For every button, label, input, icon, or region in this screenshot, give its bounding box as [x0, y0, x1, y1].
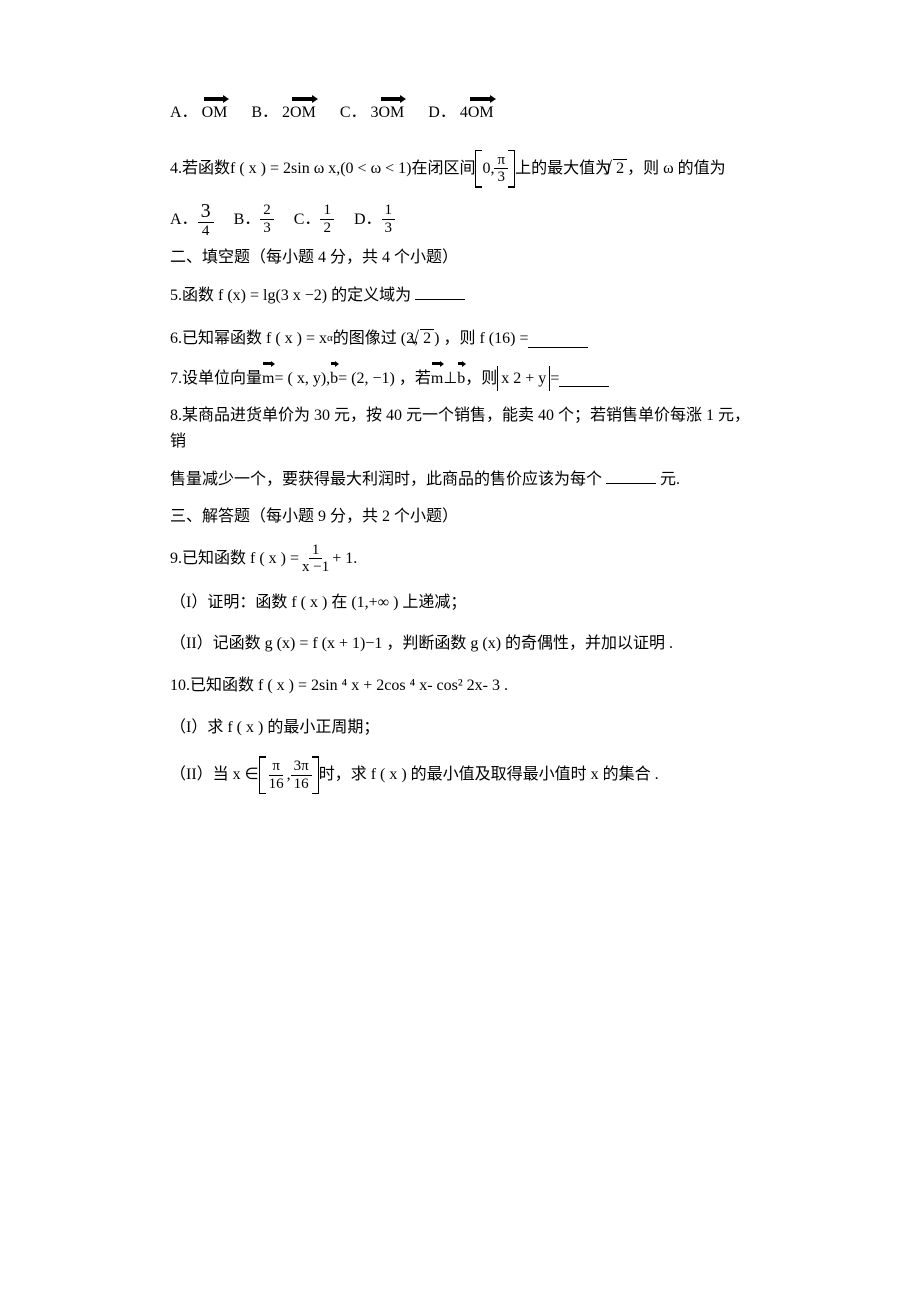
q6: 6.已知幂函数 f ( x ) = xα 的图像过 (2, 2 ) ，则 f (… — [170, 326, 760, 352]
q3-options: A． OM B． 2OM C． 3OM D． 4OM — [170, 100, 760, 126]
vector-m-icon: m — [431, 366, 443, 392]
vector-om-icon: OM — [202, 100, 228, 126]
right-bracket-icon — [312, 756, 319, 794]
q9-part1: （I）证明：函数 f ( x ) 在 (1,+∞ ) 上递减； — [170, 590, 760, 616]
blank-fill — [606, 467, 656, 484]
vector-b-icon: b — [330, 366, 338, 392]
fraction: π 16 — [266, 758, 287, 792]
q4-opt-c: C． 12 — [294, 202, 334, 236]
vector-om-icon: OM — [379, 100, 405, 126]
vector-b-icon: b — [457, 366, 465, 392]
q4-opt-d: D． 13 — [354, 202, 395, 236]
vector-m-icon: m — [262, 366, 274, 392]
q4-stem: 4.若函数 f ( x ) = 2sin ω x,(0 < ω < 1) 在闭区… — [170, 150, 760, 188]
sqrt-icon: 2 — [611, 156, 627, 182]
q9-stem: 9.已知函数 f ( x ) = 1 x −1 + 1. — [170, 542, 760, 576]
q4-opt-a: A． 34 — [170, 200, 214, 240]
q3-opt-b: B． 2OM — [251, 100, 315, 126]
q7: 7.设单位向量 m = ( x, y), b = (2, −1) ，若 m ⊥ … — [170, 366, 760, 392]
fraction: 3π 16 — [291, 758, 312, 792]
vector-om-icon: OM — [290, 100, 316, 126]
blank-fill — [528, 331, 588, 348]
q3-opt-a: A． OM — [170, 100, 227, 126]
fraction: 1 x −1 — [299, 542, 332, 576]
q8-line1: 8.某商品进货单价为 30 元，按 40 元一个销售，能卖 40 个；若销售单价… — [170, 403, 760, 454]
right-bracket-icon — [508, 150, 515, 188]
q9-part2: （II）记函数 g (x) = f (x + 1)−1 ，判断函数 g (x) … — [170, 631, 760, 657]
q10-stem: 10.已知函数 f ( x ) = 2sin ⁴ x + 2cos ⁴ x- c… — [170, 673, 760, 699]
left-bracket-icon — [475, 150, 482, 188]
fraction: π 3 — [494, 152, 508, 186]
vector-om-icon: OM — [468, 100, 494, 126]
left-bracket-icon — [259, 756, 266, 794]
sqrt-icon: 2 — [418, 326, 434, 352]
section-2-title: 二、填空题（每小题 4 分，共 4 个小题） — [170, 245, 760, 271]
q4-opt-b: B． 23 — [234, 202, 274, 236]
q3-opt-d: D． 4OM — [428, 100, 493, 126]
abs-bars-icon: x 2 + y — [497, 366, 550, 392]
blank-fill — [559, 370, 609, 387]
q10-part2: （II）当 x ∈ π 16 , 3π 16 时，求 f ( x ) 的最小值及… — [170, 756, 760, 794]
q8-line2: 售量减少一个，要获得最大利润时，此商品的售价应该为每个 元. — [170, 467, 760, 493]
q4-options: A． 34 B． 23 C． 12 D． 13 — [170, 200, 760, 240]
q3-opt-c: C． 3OM — [340, 100, 404, 126]
blank-fill — [415, 283, 465, 300]
q5: 5.函数 f (x) = lg(3 x −2) 的定义域为 — [170, 283, 760, 309]
q10-part1: （I）求 f ( x ) 的最小正周期； — [170, 715, 760, 741]
section-3-title: 三、解答题（每小题 9 分，共 2 个小题） — [170, 504, 760, 530]
